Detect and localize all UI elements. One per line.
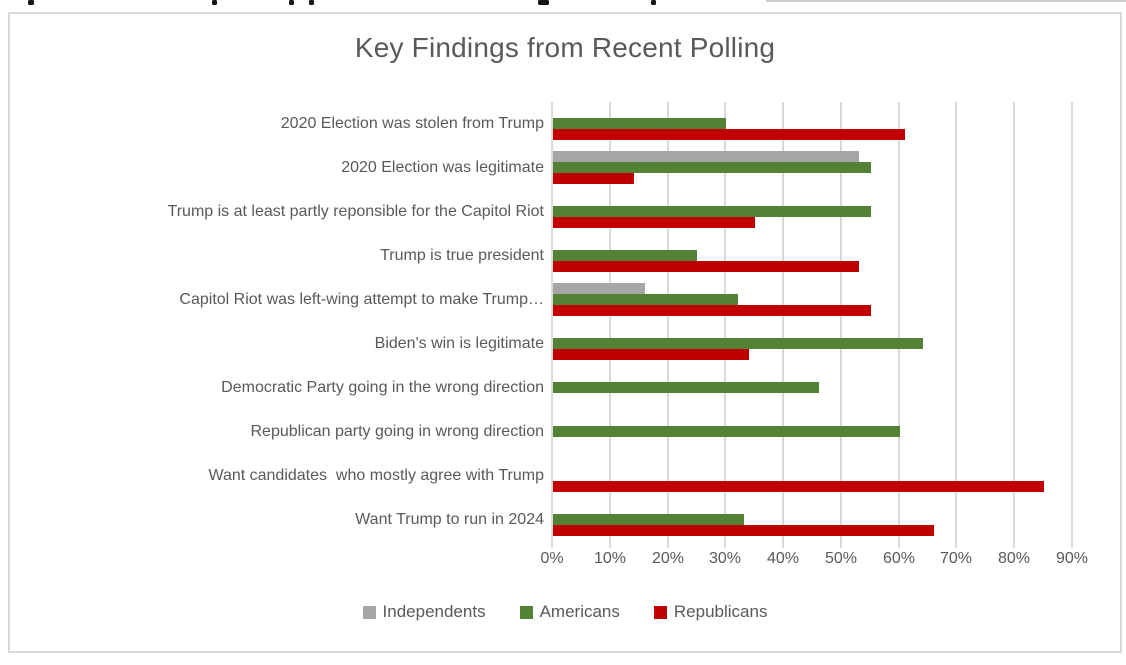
bar-americans — [553, 426, 900, 437]
gridline — [840, 102, 842, 548]
chart-title: Key Findings from Recent Polling — [354, 32, 776, 63]
category-label: 2020 Election was stolen from Trump — [280, 115, 544, 132]
category-label: Want Trump to run in 2024 — [355, 511, 544, 528]
bar-republicans — [553, 217, 755, 228]
legend-swatch-icon — [519, 605, 533, 619]
gridline — [1071, 102, 1073, 548]
category-label: Republican party going in wrong directio… — [250, 423, 544, 440]
gridline — [955, 102, 957, 548]
bar-republicans — [553, 305, 871, 316]
bar-row — [552, 146, 1080, 190]
bar-republicans — [553, 349, 749, 360]
clipped-text-row — [0, 0, 1126, 6]
gridline — [898, 102, 900, 548]
clipped-text-fragment — [289, 0, 294, 5]
gridline — [724, 102, 726, 548]
bar-republicans — [553, 261, 859, 272]
bar-row — [552, 322, 1080, 366]
x-axis-tick-label: 50% — [824, 550, 858, 567]
gridline — [1013, 102, 1015, 548]
legend: Independents Americans Republicans — [10, 602, 1120, 622]
bar-americans — [553, 514, 744, 525]
category-label: Capitol Riot was left-wing attempt to ma… — [179, 291, 544, 308]
chart-frame: Key Findings from Recent Polling 2020 El… — [8, 12, 1122, 653]
top-divider-line — [766, 0, 1126, 2]
bar-row — [552, 454, 1080, 498]
bar-americans — [553, 118, 726, 129]
plot-area — [551, 102, 1080, 548]
bar-republicans — [553, 481, 1044, 492]
legend-label: Independents — [382, 602, 486, 621]
bar-row — [552, 234, 1080, 278]
bar-americans — [553, 338, 923, 349]
gridline — [782, 102, 784, 548]
bar-row — [552, 102, 1080, 146]
bar-americans — [553, 206, 871, 217]
bar-row — [552, 190, 1080, 234]
category-axis: 2020 Election was stolen from Trump 2020 … — [10, 102, 544, 542]
legend-swatch-icon — [653, 605, 667, 619]
clipped-text-fragment — [309, 0, 314, 5]
clipped-text-fragment — [212, 0, 217, 5]
clipped-text-fragment — [538, 0, 549, 5]
gridline — [667, 102, 669, 548]
x-axis-tick-label: 10% — [593, 550, 627, 567]
clipped-text-fragment — [28, 0, 34, 5]
x-axis-tick-label: 90% — [1055, 550, 1089, 567]
category-label: 2020 Election was legitimate — [341, 159, 544, 176]
category-label: Trump is true president — [380, 247, 544, 264]
bar-row — [552, 498, 1080, 542]
category-label: Biden's win is legitimate — [374, 335, 544, 352]
bar-americans — [553, 382, 819, 393]
bar-row — [552, 410, 1080, 454]
category-label: Democratic Party going in the wrong dire… — [221, 379, 544, 396]
clipped-text-fragment — [651, 0, 656, 5]
legend-swatch-icon — [362, 605, 376, 619]
bar-republicans — [553, 129, 905, 140]
bar-independents — [553, 283, 645, 294]
gridline — [609, 102, 611, 548]
x-axis-tick-label: 30% — [708, 550, 742, 567]
x-axis-tick-label: 0% — [540, 550, 564, 567]
bar-row — [552, 366, 1080, 410]
x-axis-tick-label: 80% — [997, 550, 1031, 567]
x-axis-tick-label: 40% — [766, 550, 800, 567]
legend-label: Americans — [539, 602, 620, 621]
bar-americans — [553, 162, 871, 173]
gridline — [551, 102, 553, 548]
x-axis-tick-label: 70% — [939, 550, 973, 567]
category-label: Want candidates who mostly agree with Tr… — [208, 467, 544, 484]
bar-americans — [553, 250, 697, 261]
bar-americans — [553, 294, 738, 305]
bar-republicans — [553, 173, 634, 184]
bar-row — [552, 278, 1080, 322]
bar-independents — [553, 151, 859, 162]
bar-republicans — [553, 525, 934, 536]
x-axis-tick-label: 20% — [651, 550, 685, 567]
legend-label: Republicans — [673, 602, 768, 621]
x-axis-tick-label: 60% — [882, 550, 916, 567]
category-label: Trump is at least partly reponsible for … — [167, 203, 544, 220]
legend-item-independents: Independents — [362, 602, 486, 622]
legend-item-americans: Americans — [519, 602, 620, 622]
legend-item-republicans: Republicans — [653, 602, 768, 622]
